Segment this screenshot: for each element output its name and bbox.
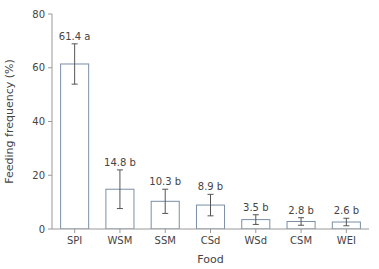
data-label: 2.6 b xyxy=(334,205,359,216)
y-tick-label: 40 xyxy=(32,116,45,127)
error-bar xyxy=(117,170,123,209)
error-bar xyxy=(343,218,349,226)
y-tick xyxy=(48,14,52,15)
x-tick xyxy=(119,229,120,233)
data-label: 10.3 b xyxy=(149,176,181,187)
x-tick-label: SSM xyxy=(155,235,176,246)
x-tick xyxy=(210,229,211,233)
error-line xyxy=(210,194,211,216)
error-cap xyxy=(253,214,259,215)
x-tick-label: SPI xyxy=(67,235,82,246)
y-tick xyxy=(48,229,52,230)
x-tick-label: WEI xyxy=(337,235,356,246)
error-cap xyxy=(298,225,304,226)
x-tick-label: CSM xyxy=(290,235,312,246)
error-bar xyxy=(162,189,168,213)
error-cap xyxy=(208,194,214,195)
y-tick-label: 20 xyxy=(32,170,45,181)
error-cap xyxy=(162,213,168,214)
y-tick-label: 0 xyxy=(39,224,45,235)
error-cap xyxy=(117,169,123,170)
error-bar xyxy=(208,194,214,216)
error-cap xyxy=(343,225,349,226)
x-tick xyxy=(346,229,347,233)
error-cap xyxy=(298,217,304,218)
error-cap xyxy=(162,189,168,190)
error-line xyxy=(301,218,302,226)
y-tick-label: 80 xyxy=(32,9,45,20)
error-bar xyxy=(253,215,259,225)
error-cap xyxy=(253,224,259,225)
error-bar xyxy=(298,218,304,226)
y-tick xyxy=(48,67,52,68)
data-label: 2.8 b xyxy=(288,205,313,216)
error-line xyxy=(255,215,256,225)
x-tick xyxy=(74,229,75,233)
chart-container: 61.4 a 14.8 b 10.3 b 8.9 b 3.5 b 2.8 b 2.6 b 0 2… xyxy=(0,0,379,269)
data-label: 14.8 b xyxy=(104,157,136,168)
y-tick-label: 60 xyxy=(32,62,45,73)
error-cap xyxy=(343,218,349,219)
x-tick xyxy=(255,229,256,233)
x-tick-label: WSd xyxy=(244,235,267,246)
y-tick xyxy=(48,121,52,122)
error-cap xyxy=(117,208,123,209)
y-tick xyxy=(48,175,52,176)
error-cap xyxy=(208,215,214,216)
error-cap xyxy=(72,43,78,44)
x-tick xyxy=(301,229,302,233)
x-axis-label: Food xyxy=(197,253,223,266)
page: {"chart_data": {"type": "bar", "categori… xyxy=(0,0,379,269)
chart-svg: 61.4 a 14.8 b 10.3 b 8.9 b 3.5 b 2.8 b 2.6 b 0 2… xyxy=(0,0,379,269)
data-label: 8.9 b xyxy=(198,181,223,192)
x-tick-label: CSd xyxy=(201,235,221,246)
x-tick-label: WSM xyxy=(107,235,132,246)
error-line xyxy=(165,189,166,213)
error-line xyxy=(346,218,347,226)
error-line xyxy=(74,44,75,84)
error-line xyxy=(119,170,120,209)
error-bar xyxy=(72,44,78,84)
data-label: 3.5 b xyxy=(243,202,268,213)
plot-area xyxy=(61,44,361,229)
x-tick xyxy=(165,229,166,233)
y-axis-label: Feeding frequency (%) xyxy=(3,59,16,183)
bar xyxy=(61,64,89,229)
error-cap xyxy=(72,84,78,85)
data-label: 61.4 a xyxy=(59,31,91,42)
